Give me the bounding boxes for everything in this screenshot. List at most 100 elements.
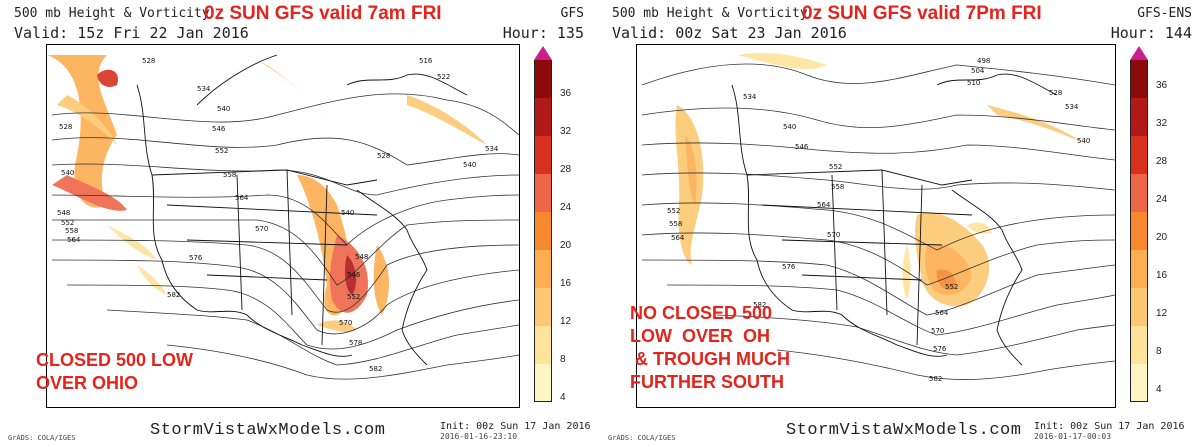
svg-text:576: 576 [782, 263, 796, 271]
svg-text:576: 576 [933, 345, 947, 353]
vorticity-map: 498 504 510 534 540 546 552 558 564 570 … [636, 44, 1116, 408]
svg-text:540: 540 [61, 169, 74, 177]
svg-text:582: 582 [929, 375, 942, 383]
brand-watermark: StormVistaWxModels.com [150, 421, 386, 440]
svg-text:534: 534 [485, 145, 499, 153]
run-headline: 0z SUN GFS valid 7Pm FRI [802, 3, 1042, 24]
colorbar-label: 8 [1156, 346, 1162, 357]
panel-divider [592, 0, 606, 447]
svg-text:534: 534 [743, 93, 757, 101]
valid-time: Valid: 15z Fri 22 Jan 2016 [14, 24, 249, 42]
colorbar-label: 32 [560, 126, 572, 137]
init-time: Init: 00z Sun 17 Jan 2016 [440, 421, 591, 432]
svg-text:528: 528 [1049, 89, 1062, 97]
forecast-hour: Hour: 135 [502, 24, 584, 42]
colorbar-label: 8 [560, 354, 566, 365]
forecast-hour: Hour: 144 [1110, 24, 1192, 42]
svg-text:558: 558 [65, 227, 78, 235]
right-map-panel: 500 mb Height & Vorticity 0z SUN GFS val… [606, 0, 1200, 447]
grads-credit: GrADS: COLA/IGES [8, 434, 76, 442]
svg-text:528: 528 [59, 123, 72, 131]
svg-text:498: 498 [977, 57, 990, 65]
map-annotation: CLOSED 500 LOW OVER OHIO [36, 350, 194, 393]
svg-text:522: 522 [437, 73, 450, 81]
colorbar-label: 28 [560, 164, 572, 175]
colorbar-label: 24 [560, 202, 572, 213]
run-headline: 0z SUN GFS valid 7am FRI [204, 3, 442, 24]
colorbar-label: 24 [1156, 194, 1168, 205]
svg-text:552: 552 [215, 147, 228, 155]
svg-text:558: 558 [831, 183, 844, 191]
svg-text:540: 540 [1077, 137, 1090, 145]
colorbar-label: 20 [560, 240, 572, 251]
grads-credit: GrADS: COLA/IGES [608, 434, 676, 442]
render-stamp: 2016-01-17-00:03 [1034, 432, 1112, 441]
svg-text:540: 540 [341, 209, 354, 217]
vorticity-map: 528 534 540 546 552 558 564 570 576 582 … [46, 44, 520, 408]
svg-text:582: 582 [369, 365, 382, 373]
svg-text:552: 552 [945, 283, 958, 291]
svg-text:564: 564 [935, 309, 949, 317]
svg-text:516: 516 [419, 57, 433, 65]
svg-text:582: 582 [753, 301, 766, 309]
init-time: Init: 00z Sun 17 Jan 2016 [1034, 421, 1185, 432]
model-label: GFS-ENS [1137, 6, 1192, 21]
svg-text:534: 534 [197, 85, 211, 93]
svg-text:534: 534 [1065, 103, 1079, 111]
colorbar-label: 28 [1156, 156, 1168, 167]
svg-text:564: 564 [235, 194, 249, 202]
svg-text:582: 582 [167, 291, 180, 299]
svg-text:570: 570 [827, 231, 840, 239]
svg-text:540: 540 [783, 123, 796, 131]
panel-title: 500 mb Height & Vorticity [14, 6, 210, 21]
svg-text:546: 546 [795, 143, 809, 151]
svg-text:528: 528 [142, 57, 155, 65]
valid-time: Valid: 00z Sat 23 Jan 2016 [612, 24, 847, 42]
colorbar: 36 32 28 24 20 16 12 8 4 [534, 46, 571, 408]
svg-text:548: 548 [355, 253, 368, 261]
svg-text:576: 576 [189, 254, 203, 262]
colorbar-label: 16 [1156, 270, 1168, 281]
svg-text:564: 564 [671, 234, 685, 242]
svg-text:558: 558 [669, 220, 682, 228]
map-graphic: 498 504 510 534 540 546 552 558 564 570 … [641, 53, 1115, 383]
svg-text:552: 552 [347, 293, 360, 301]
colorbar-label: 36 [560, 88, 572, 99]
colorbar-label: 12 [560, 316, 572, 327]
svg-text:510: 510 [967, 79, 980, 87]
colorbar-label: 32 [1156, 118, 1168, 129]
colorbar-label: 4 [560, 392, 566, 403]
brand-watermark: StormVistaWxModels.com [786, 421, 1022, 440]
colorbar: 36 32 28 24 20 16 12 8 4 [1130, 46, 1167, 408]
colorbar-label: 4 [1156, 384, 1162, 395]
svg-text:570: 570 [931, 327, 944, 335]
svg-text:558: 558 [223, 171, 236, 179]
panel-title: 500 mb Height & Vorticity [612, 6, 808, 21]
svg-text:570: 570 [339, 319, 352, 327]
map-annotation: NO CLOSED 500 LOW OVER OH & TROUGH MUCH … [630, 303, 790, 392]
contour-labels: 528 534 540 546 552 558 564 570 576 582 … [57, 57, 499, 373]
svg-text:540: 540 [463, 161, 476, 169]
left-map-panel: 500 mb Height & Vorticity 0z SUN GFS val… [0, 0, 592, 447]
colorbar-label: 16 [560, 278, 572, 289]
svg-text:564: 564 [817, 201, 831, 209]
svg-text:546: 546 [347, 271, 361, 279]
svg-text:570: 570 [255, 225, 268, 233]
svg-text:552: 552 [61, 219, 74, 227]
model-label: GFS [560, 6, 584, 21]
colorbar-label: 36 [1156, 80, 1168, 91]
svg-text:528: 528 [377, 152, 390, 160]
svg-text:564: 564 [67, 236, 81, 244]
contour-labels: 498 504 510 534 540 546 552 558 564 570 … [667, 57, 1090, 383]
svg-text:504: 504 [971, 67, 985, 75]
colorbar-label: 20 [1156, 232, 1168, 243]
svg-text:548: 548 [57, 209, 70, 217]
svg-text:546: 546 [212, 125, 226, 133]
svg-text:552: 552 [667, 207, 680, 215]
colorbar-label: 12 [1156, 308, 1168, 319]
svg-text:578: 578 [349, 339, 362, 347]
svg-text:540: 540 [217, 105, 230, 113]
svg-text:552: 552 [829, 163, 842, 171]
render-stamp: 2016-01-16-23:10 [440, 432, 518, 441]
map-graphic: 528 534 540 546 552 558 564 570 576 582 … [47, 54, 519, 380]
